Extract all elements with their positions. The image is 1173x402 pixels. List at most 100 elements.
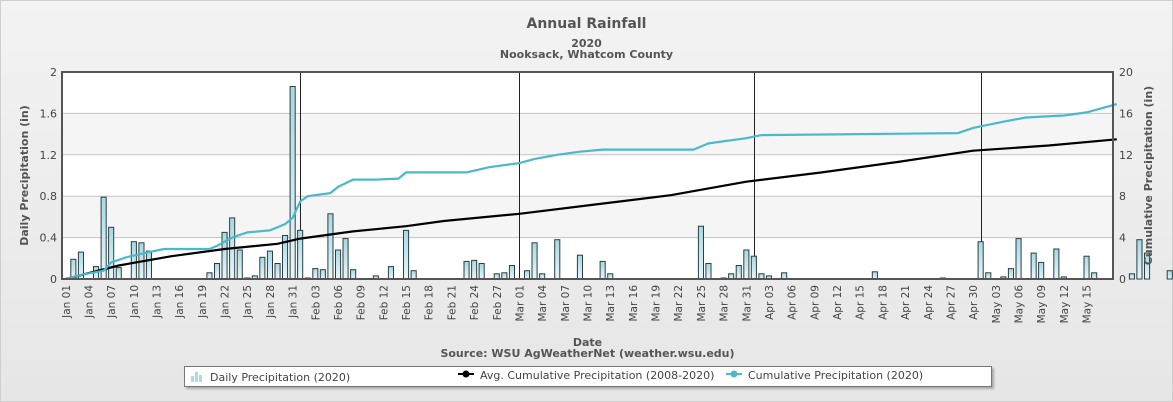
daily-precip-bar: [274, 263, 281, 280]
x-tick-label: Jan 25: [242, 285, 254, 319]
y-axis-title-left: Daily Precipitation (in): [18, 105, 31, 246]
daily-precip-bar: [289, 86, 296, 280]
y-axis-title-right: Cumulative Precipitation (in): [1142, 86, 1155, 265]
black-line-marker-icon: [458, 370, 474, 378]
x-tick-label: Mar 04: [537, 285, 549, 322]
bar-chart-icon: [191, 372, 202, 382]
x-tick-label: May 15: [1082, 285, 1094, 323]
x-tick-label: Jan 07: [106, 285, 118, 319]
x-tick-label: Jan 04: [84, 285, 96, 319]
daily-precip-bar: [1053, 248, 1060, 280]
daily-precip-bar: [221, 231, 228, 280]
x-tick-label: Apr 06: [787, 285, 799, 320]
x-tick-label: Apr 18: [877, 285, 889, 320]
x-tick-label: Mar 01: [514, 285, 526, 322]
y-tick-left: 0: [50, 273, 57, 286]
x-tick-label: May 03: [991, 285, 1003, 323]
x-tick-label: Feb 27: [492, 285, 504, 320]
daily-precip-bar: [410, 270, 417, 280]
cumulative-2020-line: [65, 103, 1118, 281]
daily-precip-bar: [387, 266, 394, 280]
daily-precip-bar: [554, 239, 561, 280]
x-tick-label: Mar 19: [651, 285, 663, 322]
x-tick-label: Mar 25: [696, 285, 708, 322]
x-tick-label: Mar 16: [628, 285, 640, 322]
x-tick-label: Feb 18: [424, 285, 436, 320]
x-tick-label: Feb 12: [378, 285, 390, 320]
daily-precip-bar: [115, 267, 122, 280]
x-tick-label: Apr 15: [855, 285, 867, 320]
x-tick-label: Mar 13: [605, 285, 617, 322]
x-tick-label: Feb 03: [310, 285, 322, 320]
daily-precip-bar: [1166, 270, 1173, 280]
teal-line-marker-icon: [726, 370, 742, 378]
legend: Daily Precipitation (2020) Avg. Cumulati…: [184, 366, 992, 387]
daily-precip-bar: [312, 268, 319, 280]
x-tick-label: Apr 12: [832, 285, 844, 320]
daily-precip-bar: [576, 254, 584, 280]
daily-precip-bar: [319, 269, 326, 280]
daily-precip-bar: [697, 225, 705, 280]
daily-precip-bar: [508, 265, 515, 280]
y-tick-right: 8: [1119, 190, 1126, 203]
x-tick-label: Apr 27: [945, 285, 957, 320]
daily-precip-bar: [1136, 239, 1143, 280]
daily-precip-bar: [599, 260, 606, 280]
daily-precip-bar: [705, 263, 712, 280]
x-tick-label: Jan 10: [129, 285, 141, 319]
daily-precip-bar: [130, 241, 137, 280]
y-tick-right: 0: [1119, 273, 1126, 286]
x-tick-label: Apr 09: [809, 285, 821, 320]
daily-precip-bar: [266, 250, 273, 280]
x-axis-title: Date: [573, 336, 602, 349]
chart-subtitle-location: Nooksack, Whatcom County: [499, 48, 674, 61]
x-tick-label: Mar 10: [583, 285, 595, 322]
y-tick-left: 2: [50, 66, 57, 79]
x-tick-label: May 06: [1014, 285, 1026, 324]
x-tick-label: Mar 31: [741, 285, 753, 322]
plot-background: [62, 72, 1113, 279]
daily-precip-bar: [342, 238, 349, 280]
x-tick-label: Feb 15: [401, 285, 413, 320]
plot-border: [61, 71, 1114, 280]
y-tick-right: 4: [1119, 232, 1126, 245]
y-tick-left: 1.2: [40, 149, 58, 162]
x-tick-label: Apr 03: [764, 285, 776, 320]
daily-precip-bar: [524, 270, 531, 280]
x-tick-label: Feb 24: [469, 285, 481, 321]
daily-precip-bar: [108, 226, 115, 280]
daily-precip-bar: [1030, 252, 1037, 280]
y-tick-right: 16: [1119, 107, 1133, 120]
daily-precip-bar: [403, 229, 410, 280]
legend-item-avg[interactable]: Avg. Cumulative Precipitation (2008-2020…: [458, 369, 714, 382]
x-tick-label: Mar 07: [560, 285, 572, 322]
y-tick-left: 0.4: [40, 232, 58, 245]
daily-precip-bar: [327, 213, 334, 280]
x-tick-label: Jan 13: [152, 285, 164, 319]
x-tick-label: May 12: [1059, 285, 1071, 323]
x-tick-label: Feb 09: [356, 285, 368, 320]
x-tick-label: Jan 19: [197, 285, 209, 319]
legend-item-cumulative[interactable]: Cumulative Precipitation (2020): [726, 369, 923, 382]
y-tick-left: 1.6: [40, 107, 58, 120]
daily-precip-bar: [236, 249, 243, 280]
daily-precip-bar: [750, 255, 757, 280]
daily-precip-bar: [335, 249, 342, 280]
daily-precip-bar: [1144, 252, 1151, 280]
avg-cumulative-line: [65, 138, 1117, 281]
x-tick-label: Jan 28: [265, 285, 277, 319]
y-tick-left: 0.8: [40, 190, 58, 203]
legend-label-avg: Avg. Cumulative Precipitation (2008-2020…: [480, 369, 715, 382]
legend-item-daily[interactable]: Daily Precipitation (2020): [190, 369, 350, 384]
x-tick-label: Feb 21: [446, 285, 458, 320]
x-tick-label: May 09: [1036, 285, 1048, 323]
x-tick-label: Apr 24: [923, 285, 935, 320]
chart-subtitle: 2020: [571, 37, 602, 50]
legend-label-daily: Daily Precipitation (2020): [210, 371, 351, 384]
daily-precip-bar: [871, 271, 878, 280]
daily-precip-bar: [743, 249, 750, 280]
legend-label-cumulative: Cumulative Precipitation (2020): [748, 369, 924, 382]
daily-precip-bar: [735, 265, 742, 280]
x-tick-label: Feb 06: [333, 285, 345, 321]
